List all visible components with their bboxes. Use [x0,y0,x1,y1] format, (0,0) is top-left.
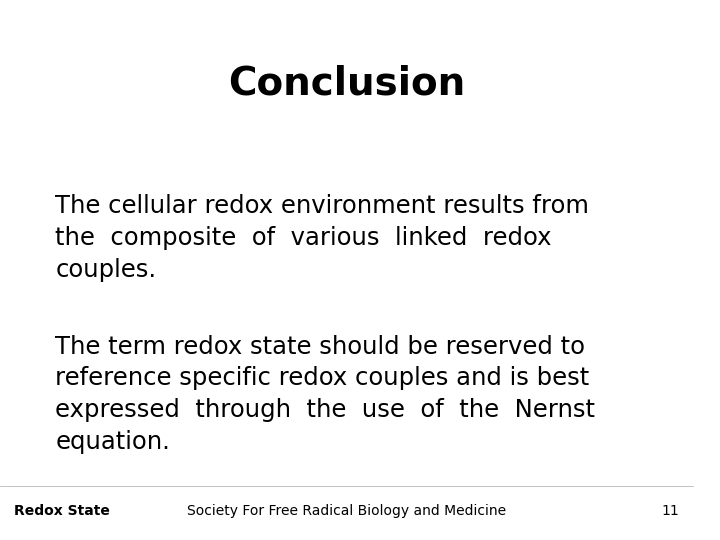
Text: Society For Free Radical Biology and Medicine: Society For Free Radical Biology and Med… [187,504,506,518]
Text: The cellular redox environment results from
the  composite  of  various  linked : The cellular redox environment results f… [55,194,590,281]
Text: The term redox state should be reserved to
reference specific redox couples and : The term redox state should be reserved … [55,335,595,454]
Text: Conclusion: Conclusion [228,65,465,103]
Text: 11: 11 [662,504,680,518]
Text: Redox State: Redox State [14,504,109,518]
